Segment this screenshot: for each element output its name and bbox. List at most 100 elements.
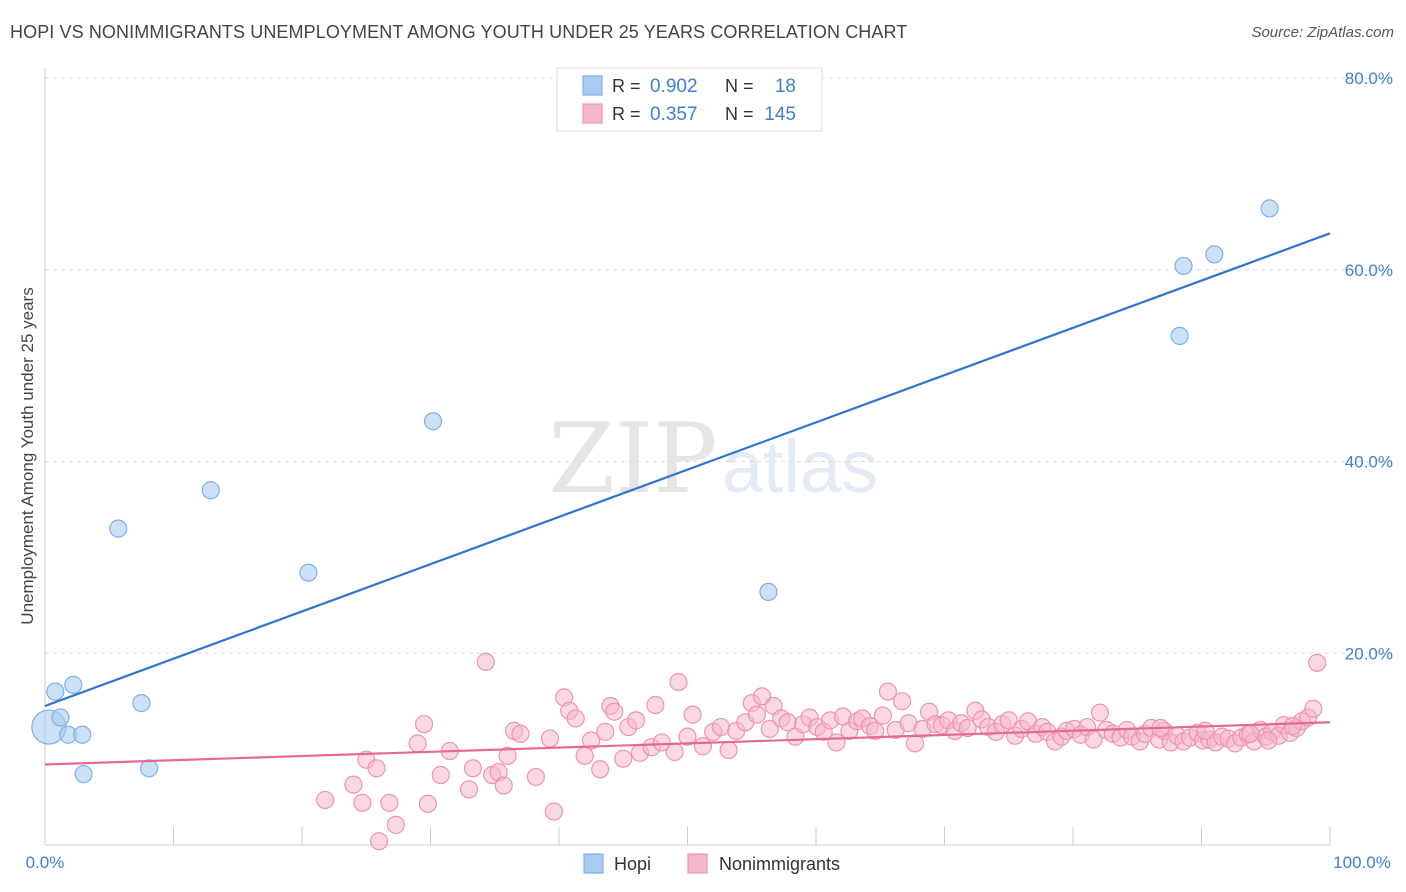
nonimmigrants-point — [646, 695, 665, 715]
legend-nonimm-n-label: N = — [725, 104, 754, 124]
nonimmigrants-point — [540, 729, 560, 748]
nonimmigrants-point — [494, 776, 513, 795]
nonimmigrants-point — [626, 711, 646, 730]
legend-nonimm-r-value: 0.357 — [650, 104, 698, 125]
legend-hopi-swatch — [582, 75, 603, 96]
nonimmigrants-point — [719, 740, 738, 760]
watermark-atlas: atlas — [722, 425, 878, 508]
nonimmigrants-point — [614, 749, 633, 768]
nonimmigrants-point — [526, 767, 545, 787]
legend-nonimm-r-label: R = — [612, 104, 641, 124]
x-tick-label-max: 100.0% — [1333, 853, 1391, 872]
nonimmigrants-point — [1259, 731, 1278, 750]
nonimmigrants-point — [511, 724, 530, 743]
legend-bottom-nonimm-swatch — [687, 853, 708, 874]
legend-hopi-r-value: 0.902 — [650, 76, 698, 97]
hopi-point — [1205, 245, 1224, 264]
legend-hopi-r-label: R = — [612, 76, 641, 96]
gridlines — [45, 77, 1392, 654]
nonimmigrants-point — [711, 717, 731, 737]
hopi-point — [46, 682, 65, 701]
watermark: ZIP atlas — [548, 403, 878, 515]
hopi-point — [1174, 256, 1193, 276]
nonimmigrants-point — [414, 715, 434, 734]
chart-title: HOPI VS NONIMMIGRANTS UNEMPLOYMENT AMONG… — [10, 22, 908, 42]
hopi-point — [1260, 199, 1279, 218]
nonimmigrants-point — [386, 815, 405, 834]
nonimmigrants-point — [380, 793, 399, 812]
hopi-point — [73, 725, 92, 744]
legend-bottom-hopi-swatch — [583, 853, 604, 874]
nonimmigrants-point — [873, 706, 892, 725]
nonimmigrants-point — [866, 721, 885, 741]
nonimmigrants-point — [605, 702, 624, 721]
legend-bottom: Hopi Nonimmigrants — [583, 853, 840, 874]
nonimmigrants-point — [683, 705, 702, 724]
x-axis-ticks — [44, 827, 1331, 845]
legend-top: R = 0.902 N = 18 R = 0.357 N = 145 — [556, 67, 823, 132]
x-tick-label-min: 0.0% — [26, 853, 65, 872]
hopi-point — [74, 764, 93, 784]
hopi-point — [759, 582, 778, 601]
nonimmigrants-point — [459, 780, 479, 799]
nonimmigrants-point — [999, 711, 1018, 730]
nonimmigrants-point — [370, 832, 389, 851]
nonimmigrants-point — [575, 746, 594, 765]
hopi-point — [299, 563, 318, 582]
hopi-trend-line — [44, 232, 1331, 708]
nonimmigrants-point — [344, 775, 363, 794]
hopi-point — [51, 708, 70, 727]
nonimmigrants-point — [431, 765, 450, 785]
nonimmigrants-point — [878, 682, 898, 701]
nonimmigrants-point — [596, 722, 615, 741]
nonimmigrants-trend-line — [44, 721, 1331, 766]
nonimmigrants-point — [1241, 724, 1260, 743]
nonimmigrants-point — [652, 733, 671, 752]
nonimmigrants-points — [316, 652, 1327, 851]
nonimmigrants-point — [544, 802, 563, 821]
hopi-point — [64, 675, 83, 694]
nonimmigrants-point — [1308, 653, 1327, 672]
hopi-point — [423, 412, 443, 431]
nonimmigrants-point — [1090, 703, 1110, 722]
nonimmigrants-point — [476, 652, 495, 671]
nonimmigrants-point — [353, 793, 372, 812]
nonimmigrants-point — [463, 759, 483, 778]
legend-bottom-hopi-label: Hopi — [614, 854, 651, 874]
nonimmigrants-point — [316, 790, 335, 810]
nonimmigrants-point — [669, 672, 688, 692]
legend-hopi-n-value: 18 — [775, 76, 796, 97]
nonimmigrants-point — [892, 692, 912, 711]
y-tick-label: 40.0% — [1345, 453, 1393, 472]
y-tick-label: 20.0% — [1345, 644, 1393, 663]
hopi-point — [139, 759, 159, 778]
nonimmigrants-point — [367, 759, 386, 778]
nonimmigrants-point — [678, 727, 697, 746]
nonimmigrants-point — [408, 734, 427, 753]
nonimmigrants-point — [591, 760, 610, 779]
nonimmigrants-point — [418, 794, 438, 813]
legend-nonimm-n-value: 145 — [764, 104, 796, 125]
source-label: Source: ZipAtlas.com — [1251, 24, 1394, 41]
y-axis-title: Unemployment Among Youth under 25 years — [18, 287, 37, 624]
watermark-zip: ZIP — [548, 403, 717, 515]
nonimmigrants-point — [566, 709, 585, 728]
hopi-point — [201, 481, 220, 500]
legend-bottom-nonimm-label: Nonimmigrants — [719, 854, 840, 874]
y-tick-labels: 20.0% 40.0% 60.0% 80.0% — [1345, 69, 1393, 663]
nonimmigrants-point — [1304, 699, 1323, 718]
legend-nonimm-swatch — [582, 103, 603, 124]
legend-hopi-n-label: N = — [725, 76, 754, 96]
nonimmigrants-point — [498, 746, 517, 765]
nonimmigrants-point — [958, 718, 977, 738]
hopi-point — [132, 694, 151, 713]
nonimmigrants-point — [1283, 717, 1302, 736]
nonimmigrants-point — [665, 742, 684, 762]
nonimmigrants-point — [1196, 721, 1215, 741]
nonimmigrants-point — [747, 705, 766, 724]
hopi-points — [31, 199, 1279, 784]
nonimmigrants-point — [760, 719, 779, 739]
hopi-point — [109, 519, 128, 538]
y-tick-label: 80.0% — [1345, 69, 1393, 88]
